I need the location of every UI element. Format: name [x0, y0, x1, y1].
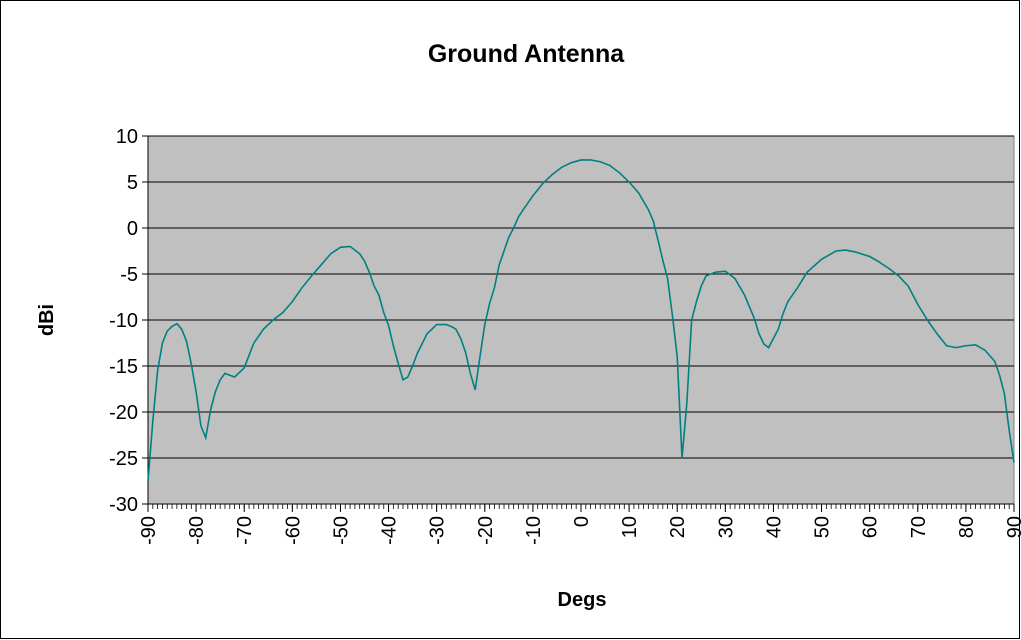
- x-tick-label: -70: [234, 516, 256, 545]
- y-tick-label: 5: [127, 172, 138, 194]
- chart-title: Ground Antenna: [428, 40, 625, 68]
- x-tick-label: -90: [138, 516, 160, 545]
- y-tick-label: -30: [109, 494, 138, 516]
- x-tick-label: -10: [523, 516, 545, 545]
- x-tick-label: 50: [812, 516, 834, 538]
- y-tick-label: -20: [109, 402, 138, 424]
- x-tick-label: 70: [908, 516, 930, 538]
- y-tick-label: 10: [116, 126, 138, 148]
- y-tick-label: -10: [109, 310, 138, 332]
- x-tick-label: -30: [427, 516, 449, 545]
- y-tick-label: -5: [120, 264, 138, 286]
- x-tick-label: 80: [956, 516, 978, 538]
- y-tick-label: -15: [109, 356, 138, 378]
- x-tick-label: -40: [379, 516, 401, 545]
- x-tick-label: 20: [667, 516, 689, 538]
- x-tick-label: 90: [1004, 516, 1021, 538]
- x-tick-label: 60: [860, 516, 882, 538]
- x-tick-label: 10: [619, 516, 641, 538]
- x-tick-label: 0: [571, 516, 593, 527]
- x-tick-label: 40: [763, 516, 785, 538]
- x-tick-label: -80: [186, 516, 208, 545]
- data-line: [147, 159, 1015, 482]
- y-axis-label: dBi: [36, 304, 58, 336]
- x-tick-label: -20: [475, 516, 497, 545]
- x-tick-label: 30: [715, 516, 737, 538]
- x-axis-label: Degs: [558, 589, 607, 611]
- y-tick-label: -25: [109, 448, 138, 470]
- x-tick-label: -60: [282, 516, 304, 545]
- y-tick-label: 0: [127, 218, 138, 240]
- x-tick-label: -50: [330, 516, 352, 545]
